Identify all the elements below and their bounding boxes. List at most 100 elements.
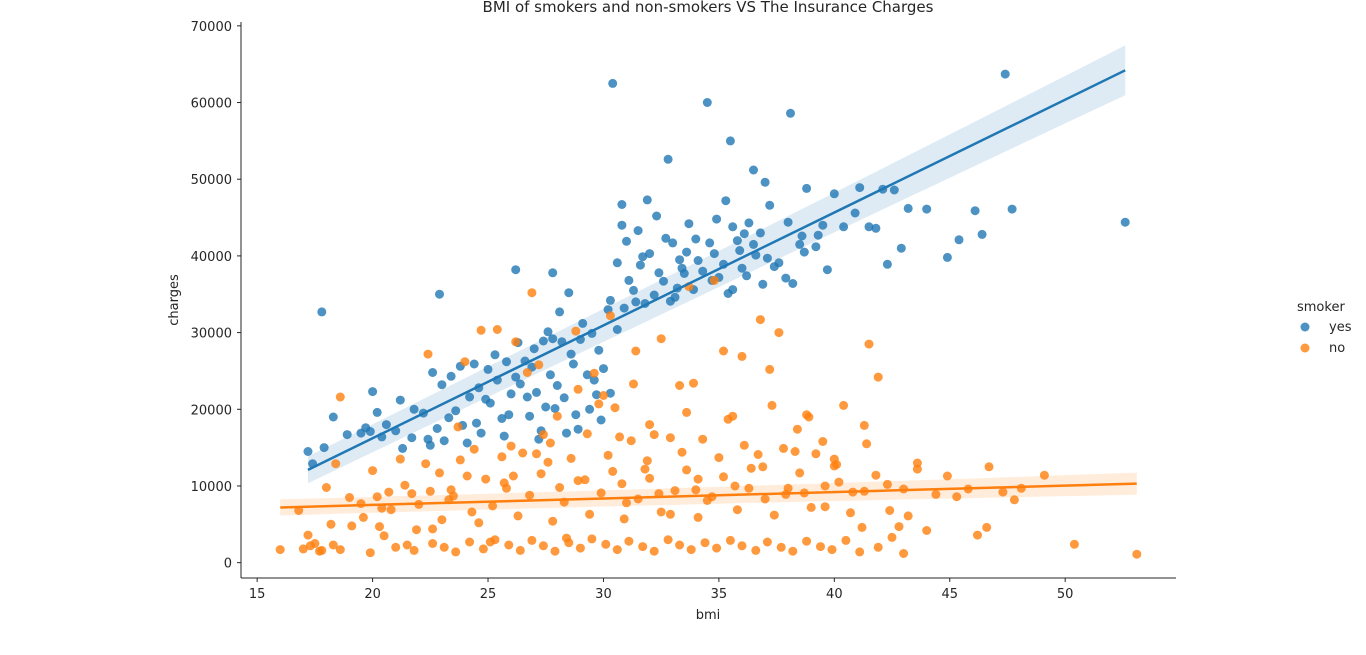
point-yes-26 bbox=[896, 243, 906, 253]
point-no-188 bbox=[829, 454, 839, 464]
point-no-57 bbox=[765, 364, 775, 374]
legend: smoker yes no bbox=[1297, 300, 1352, 356]
point-yes-36 bbox=[749, 239, 758, 249]
point-no-144 bbox=[499, 478, 509, 488]
point-no-126 bbox=[816, 542, 825, 552]
point-yes-7 bbox=[725, 136, 735, 146]
point-no-63 bbox=[820, 502, 830, 512]
point-no-19 bbox=[435, 468, 444, 478]
y-tick-label-40000: 40000 bbox=[191, 250, 232, 265]
point-no-2 bbox=[303, 530, 313, 540]
point-yes-6 bbox=[702, 98, 712, 107]
point-no-201 bbox=[859, 420, 869, 430]
point-no-187 bbox=[790, 447, 800, 456]
point-no-5 bbox=[326, 519, 336, 529]
point-yes-76 bbox=[372, 407, 382, 417]
point-no-216 bbox=[617, 479, 627, 489]
point-yes-132 bbox=[605, 295, 615, 305]
point-no-226 bbox=[377, 503, 387, 513]
point-yes-68 bbox=[446, 371, 456, 381]
point-no-101 bbox=[504, 540, 514, 550]
point-no-24 bbox=[476, 325, 486, 335]
point-no-67 bbox=[857, 522, 867, 532]
point-no-30 bbox=[527, 288, 537, 298]
point-no-108 bbox=[587, 534, 597, 544]
point-yes-4 bbox=[564, 288, 574, 298]
point-no-213 bbox=[538, 430, 548, 440]
point-yes-181 bbox=[709, 249, 719, 259]
point-yes-21 bbox=[970, 206, 980, 216]
point-no-113 bbox=[649, 546, 659, 556]
point-no-45 bbox=[656, 334, 666, 344]
point-yes-2 bbox=[511, 265, 521, 275]
point-no-193 bbox=[545, 438, 555, 448]
point-yes-88 bbox=[504, 410, 514, 420]
point-no-96 bbox=[439, 542, 449, 552]
legend-label-yes: yes bbox=[1329, 320, 1352, 335]
point-no-229 bbox=[298, 544, 308, 554]
y-tick-label-0: 0 bbox=[224, 557, 232, 572]
point-no-37 bbox=[589, 368, 599, 378]
chart-title: BMI of smokers and non-smokers VS The In… bbox=[483, 0, 934, 16]
point-no-7 bbox=[335, 392, 345, 402]
point-no-202 bbox=[522, 368, 532, 377]
point-no-227 bbox=[347, 521, 357, 531]
point-no-33 bbox=[552, 411, 562, 421]
point-yes-28 bbox=[871, 223, 881, 233]
point-yes-14 bbox=[642, 195, 652, 205]
regression-line-yes bbox=[307, 69, 1126, 471]
point-no-38 bbox=[599, 391, 608, 400]
x-tick-label-15: 15 bbox=[249, 587, 266, 602]
point-yes-49 bbox=[619, 303, 629, 313]
point-no-141 bbox=[462, 471, 472, 481]
point-yes-125 bbox=[735, 246, 745, 255]
point-no-122 bbox=[762, 537, 772, 547]
point-no-174 bbox=[871, 470, 881, 480]
point-yes-89 bbox=[522, 392, 532, 402]
point-yes-82 bbox=[303, 447, 313, 456]
point-yes-52 bbox=[594, 345, 604, 355]
point-yes-149 bbox=[525, 411, 535, 421]
point-yes-157 bbox=[365, 427, 375, 436]
point-yes-131 bbox=[624, 275, 634, 285]
point-no-0 bbox=[275, 545, 285, 555]
point-no-62 bbox=[811, 449, 821, 459]
point-no-83 bbox=[1009, 495, 1019, 505]
point-no-131 bbox=[887, 532, 897, 542]
point-yes-45 bbox=[659, 276, 668, 286]
point-no-13 bbox=[384, 487, 394, 497]
y-tick-label-20000: 20000 bbox=[191, 403, 232, 418]
point-no-136 bbox=[400, 480, 410, 490]
point-no-70 bbox=[882, 479, 892, 489]
point-yes-170 bbox=[864, 222, 874, 232]
point-no-28 bbox=[511, 337, 521, 347]
point-yes-27 bbox=[882, 259, 892, 269]
point-yes-5 bbox=[608, 78, 618, 88]
point-yes-113 bbox=[889, 185, 899, 195]
point-no-68 bbox=[864, 339, 874, 349]
point-yes-41 bbox=[698, 266, 708, 276]
point-yes-133 bbox=[578, 318, 588, 328]
point-yes-119 bbox=[622, 236, 631, 246]
point-yes-85 bbox=[451, 406, 461, 416]
point-no-29 bbox=[518, 448, 528, 458]
point-no-52 bbox=[719, 346, 728, 356]
point-no-130 bbox=[873, 542, 883, 552]
point-no-72 bbox=[903, 511, 913, 521]
point-no-196 bbox=[665, 433, 675, 443]
point-no-190 bbox=[912, 458, 922, 468]
point-yes-58 bbox=[538, 336, 548, 346]
point-no-31 bbox=[534, 360, 544, 370]
point-yes-59 bbox=[529, 344, 539, 354]
point-no-104 bbox=[538, 541, 548, 551]
point-no-77 bbox=[952, 492, 962, 502]
point-no-189 bbox=[862, 439, 872, 449]
point-yes-22 bbox=[1007, 204, 1017, 214]
point-no-219 bbox=[730, 481, 740, 491]
point-no-186 bbox=[753, 450, 763, 459]
point-no-183 bbox=[642, 456, 652, 466]
x-tick-label-50: 50 bbox=[1057, 587, 1074, 602]
point-yes-109 bbox=[765, 200, 775, 210]
x-tick-label-45: 45 bbox=[941, 587, 958, 602]
point-no-225 bbox=[407, 489, 417, 499]
